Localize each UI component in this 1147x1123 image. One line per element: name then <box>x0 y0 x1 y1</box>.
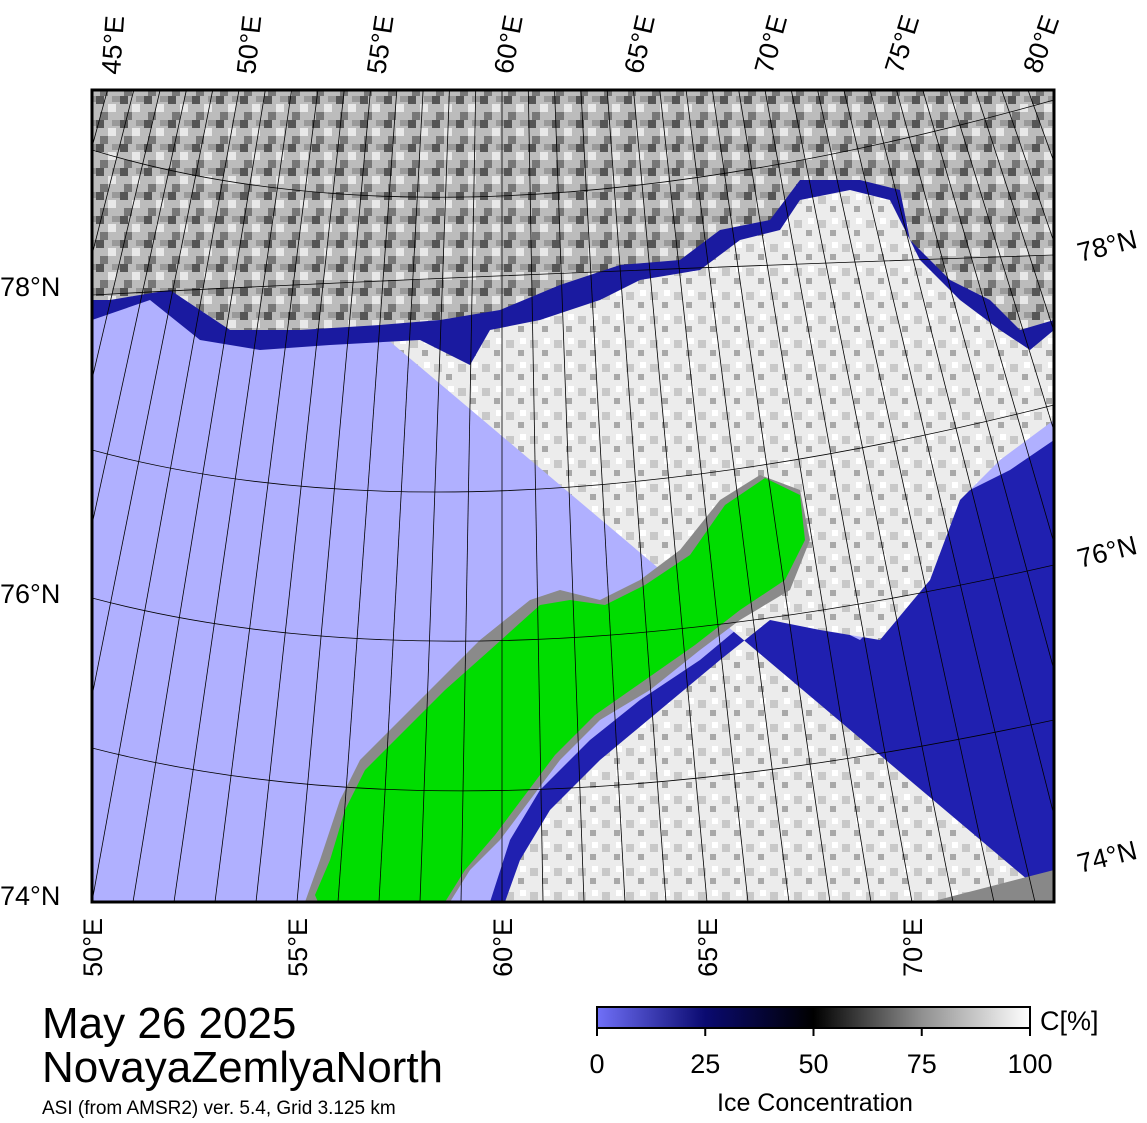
right-lat-label: 78°N <box>1074 224 1140 268</box>
top-lon-label: 60°E <box>488 13 528 76</box>
meridian <box>685 90 790 902</box>
source: ASI (from AMSR2) ver. 5.4, Grid 3.125 km <box>42 1098 396 1119</box>
land-gray <box>930 870 1054 902</box>
colorbar <box>596 1006 1031 1029</box>
meridian <box>419 90 450 902</box>
meridian <box>460 90 477 902</box>
bottom-lon-label: 55°E <box>283 918 313 977</box>
right-lat-label: 74°N <box>1074 835 1140 879</box>
meridian <box>1001 90 1054 244</box>
bottom-lon-label: 65°E <box>693 918 723 977</box>
meridian <box>378 90 424 902</box>
meridian <box>92 90 240 902</box>
left-lat-label: 76°N <box>0 579 60 609</box>
meridian <box>922 90 1054 545</box>
meridian <box>92 90 161 382</box>
colorbar-tick-label: 50 <box>798 1049 828 1079</box>
meridian <box>896 90 1054 672</box>
meridian <box>869 90 1054 817</box>
colorbar-ticks: 0 25 50 75 100 <box>589 1028 1053 1079</box>
colorbar-label: Ice Concentration <box>717 1089 913 1117</box>
top-lon-label: 50°E <box>231 14 267 76</box>
sea-ice-north <box>92 90 1054 330</box>
meridian <box>296 90 371 902</box>
meridian <box>255 90 345 902</box>
meridian <box>659 90 749 902</box>
bottom-lon-label: 60°E <box>488 918 518 977</box>
meridian <box>790 90 954 902</box>
top-lon-label: 70°E <box>749 12 793 77</box>
meridian <box>214 90 319 902</box>
meridian <box>92 90 187 527</box>
meridian <box>92 90 214 699</box>
meridian <box>1081 90 1147 902</box>
bottom-lon-label: 70°E <box>898 918 928 977</box>
parallel <box>92 719 1054 792</box>
meridian <box>606 90 667 902</box>
meridian <box>337 90 398 902</box>
meridian <box>712 90 831 902</box>
colorbar-tick-label: 25 <box>690 1049 720 1079</box>
date: May 26 2025 <box>42 999 296 1048</box>
top-lon-label: 65°E <box>619 12 661 76</box>
colorbar-tick-label: 75 <box>907 1049 937 1079</box>
meridian <box>173 90 292 902</box>
left-lat-label: 78°N <box>0 272 60 302</box>
top-lon-label: 80°E <box>1017 12 1065 77</box>
meridian <box>1053 90 1054 91</box>
meridian <box>975 90 1054 333</box>
meridian <box>738 90 872 902</box>
meridian <box>633 90 708 902</box>
map-area <box>0 90 1147 902</box>
novaya-zemlya <box>315 478 805 902</box>
meridian <box>554 90 585 902</box>
meridian <box>764 90 913 902</box>
meridian <box>817 90 995 902</box>
map-frame <box>90 88 1056 904</box>
top-lon-label: 55°E <box>361 13 399 76</box>
graticule <box>0 90 1147 902</box>
meridian <box>580 90 626 902</box>
parallel <box>92 564 1054 642</box>
left-lat-label: 74°N <box>0 881 60 911</box>
right-lat-label: 76°N <box>1074 530 1140 574</box>
meridian <box>132 90 266 902</box>
parallel <box>92 404 1054 493</box>
meridian <box>948 90 1054 433</box>
bottom-lon-label: 50°E <box>78 918 108 977</box>
region-name: NovayaZemlyaNorth <box>42 1043 443 1092</box>
meridian <box>843 90 1036 902</box>
meridian <box>92 90 135 257</box>
parallel <box>92 99 1054 198</box>
meridian <box>527 90 544 902</box>
colorbar-tick-label: 0 <box>589 1049 604 1079</box>
meridian <box>0 90 81 902</box>
parallel <box>92 254 1054 296</box>
top-lon-label: 45°E <box>96 15 130 76</box>
colorbar-unit: C[%] <box>1040 1006 1099 1036</box>
colorbar-tick-label: 100 <box>1007 1049 1052 1079</box>
top-lon-label: 75°E <box>879 12 925 77</box>
